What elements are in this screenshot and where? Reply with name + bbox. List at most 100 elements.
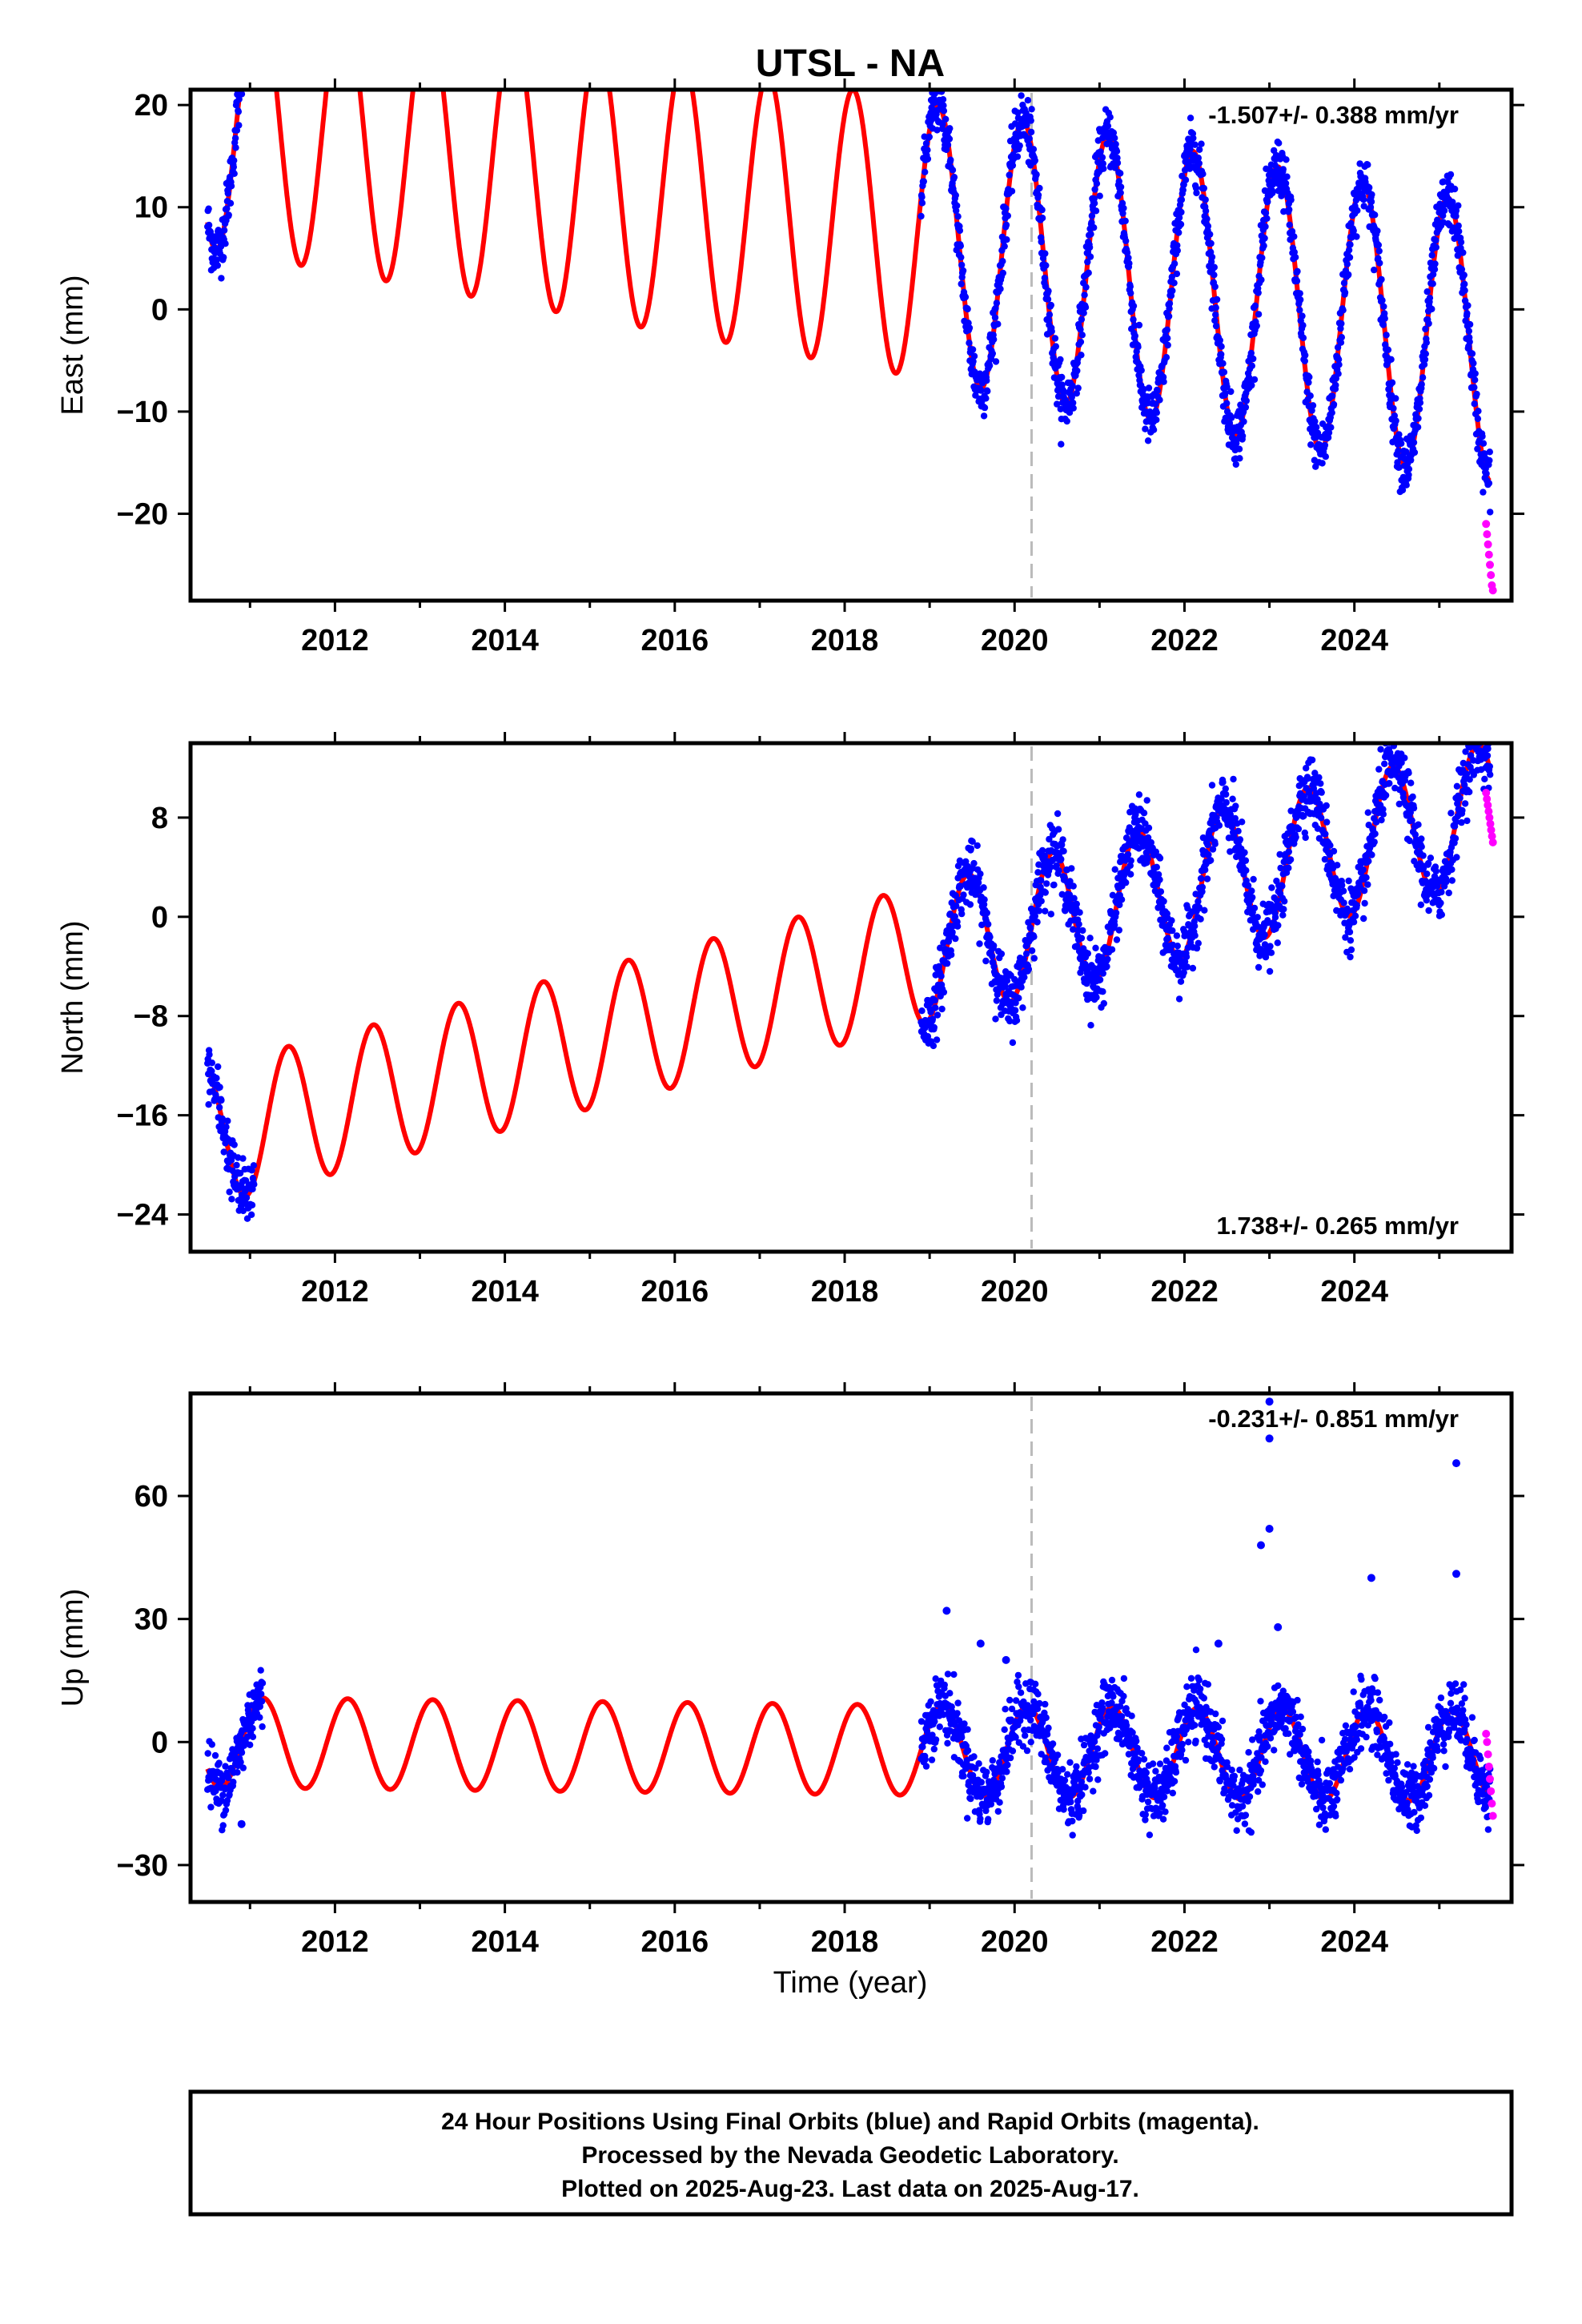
final-orbit-point bbox=[1337, 1776, 1345, 1784]
final-orbit-point bbox=[1081, 292, 1088, 299]
final-orbit-point bbox=[239, 1155, 247, 1162]
final-orbit-point bbox=[1196, 146, 1203, 153]
final-orbit-point bbox=[1006, 171, 1013, 179]
final-orbit-point bbox=[1391, 1764, 1399, 1772]
final-orbit-point bbox=[1383, 1770, 1390, 1777]
final-orbit-point bbox=[929, 1015, 937, 1023]
final-orbit-point bbox=[1334, 344, 1342, 351]
final-orbit-point bbox=[939, 121, 946, 128]
final-orbit-point bbox=[244, 15, 251, 22]
final-orbit-point bbox=[1174, 247, 1182, 255]
final-orbit-point bbox=[1163, 326, 1171, 333]
final-orbit-point bbox=[1036, 184, 1043, 192]
final-orbit-point bbox=[1122, 1722, 1130, 1729]
final-orbit-point bbox=[1058, 891, 1066, 899]
final-orbit-point bbox=[1084, 258, 1091, 266]
final-orbit-point bbox=[218, 1797, 225, 1804]
final-orbit-point bbox=[1232, 460, 1240, 468]
final-orbit-point bbox=[1142, 425, 1149, 432]
final-orbit-point bbox=[1303, 765, 1310, 772]
final-orbit-point bbox=[1009, 1039, 1017, 1047]
final-orbit-point bbox=[1146, 1831, 1154, 1839]
y-tick-label: 0 bbox=[151, 293, 168, 327]
final-orbit-point bbox=[946, 125, 954, 132]
final-orbit-point bbox=[990, 336, 998, 343]
final-orbit-point bbox=[920, 178, 928, 185]
east-panel: 2012 2014 2016 2018 2020 2022 2024−20−1001020E… bbox=[56, 15, 1524, 657]
final-orbit-point bbox=[1335, 356, 1343, 363]
final-orbit-point bbox=[1457, 239, 1465, 246]
final-orbit-point bbox=[1347, 953, 1354, 961]
final-orbit-point bbox=[215, 1063, 222, 1071]
final-orbit-point bbox=[1127, 289, 1134, 297]
final-orbit-point bbox=[1041, 852, 1049, 860]
final-orbit-point bbox=[1193, 944, 1201, 952]
final-orbit-point bbox=[1027, 1716, 1034, 1724]
final-orbit-point bbox=[1008, 187, 1016, 195]
final-orbit-point bbox=[1183, 963, 1191, 971]
final-orbit-point bbox=[1070, 895, 1078, 902]
final-orbit-point bbox=[1231, 814, 1239, 822]
final-orbit-point bbox=[1379, 806, 1387, 813]
final-orbit-point bbox=[1222, 389, 1229, 397]
final-orbit-point bbox=[1092, 207, 1100, 215]
final-orbit-point bbox=[247, 1741, 254, 1748]
final-orbit-point bbox=[1417, 901, 1425, 909]
final-orbit-point bbox=[1353, 233, 1360, 240]
final-orbit-point bbox=[1169, 927, 1176, 935]
final-orbit-point bbox=[1178, 1740, 1186, 1748]
final-orbit-point bbox=[1294, 1696, 1301, 1704]
final-orbit-point bbox=[1045, 1724, 1052, 1731]
final-orbit-point bbox=[1261, 931, 1268, 939]
final-orbit-point bbox=[1170, 260, 1178, 267]
final-orbit-point bbox=[1135, 321, 1143, 329]
rapid-orbit-point bbox=[1486, 561, 1494, 569]
final-orbit-point bbox=[1165, 312, 1173, 320]
final-orbit-point bbox=[1291, 254, 1299, 261]
final-orbit-point bbox=[998, 950, 1006, 958]
final-orbit-point bbox=[1438, 911, 1446, 919]
final-orbit-point bbox=[954, 923, 962, 930]
final-orbit-point bbox=[1174, 943, 1182, 950]
final-orbit-point bbox=[1330, 847, 1338, 855]
final-orbit-point bbox=[1241, 849, 1248, 856]
x-tick-label: 2022 bbox=[1150, 624, 1219, 657]
final-orbit-point bbox=[1262, 223, 1269, 231]
final-orbit-point bbox=[922, 140, 930, 147]
final-orbit-point bbox=[1334, 862, 1341, 869]
final-orbit-point bbox=[242, 41, 248, 47]
final-orbit-point bbox=[1422, 1757, 1429, 1765]
final-orbit-point bbox=[1207, 231, 1214, 238]
final-orbit-point bbox=[1213, 296, 1221, 304]
final-orbit-point bbox=[964, 1815, 971, 1822]
final-orbit-point bbox=[1322, 830, 1329, 838]
final-orbit-point bbox=[1035, 907, 1043, 915]
final-orbit-point bbox=[950, 1671, 958, 1679]
final-orbit-point bbox=[1279, 911, 1287, 919]
final-orbit-point bbox=[1468, 733, 1475, 739]
final-orbit-point bbox=[1296, 290, 1303, 297]
final-orbit-point bbox=[1254, 1750, 1261, 1757]
final-orbit-point bbox=[961, 1720, 968, 1727]
final-orbit-point bbox=[1239, 818, 1246, 826]
final-orbit-point bbox=[1014, 153, 1022, 160]
final-orbit-point bbox=[958, 261, 966, 269]
final-orbit-point bbox=[1138, 367, 1145, 374]
final-orbit-point bbox=[1296, 1731, 1303, 1738]
final-orbit-point bbox=[1341, 1735, 1349, 1743]
final-orbit-point bbox=[1038, 238, 1045, 246]
final-orbit-point bbox=[1448, 866, 1456, 874]
final-orbit-point bbox=[1042, 1714, 1050, 1722]
final-orbit-point bbox=[231, 135, 239, 142]
final-orbit-point bbox=[1184, 944, 1192, 951]
final-orbit-point bbox=[1421, 356, 1429, 364]
final-orbit-point bbox=[1380, 303, 1387, 310]
final-orbit-point bbox=[1226, 420, 1234, 427]
final-orbit-point bbox=[1486, 762, 1494, 770]
final-orbit-point bbox=[932, 1675, 939, 1683]
y-tick-label: 0 bbox=[151, 901, 168, 935]
final-orbit-point bbox=[1300, 812, 1307, 820]
final-orbit-point bbox=[1371, 211, 1379, 219]
final-orbit-point bbox=[247, 16, 253, 22]
final-orbit-point bbox=[1140, 385, 1147, 393]
